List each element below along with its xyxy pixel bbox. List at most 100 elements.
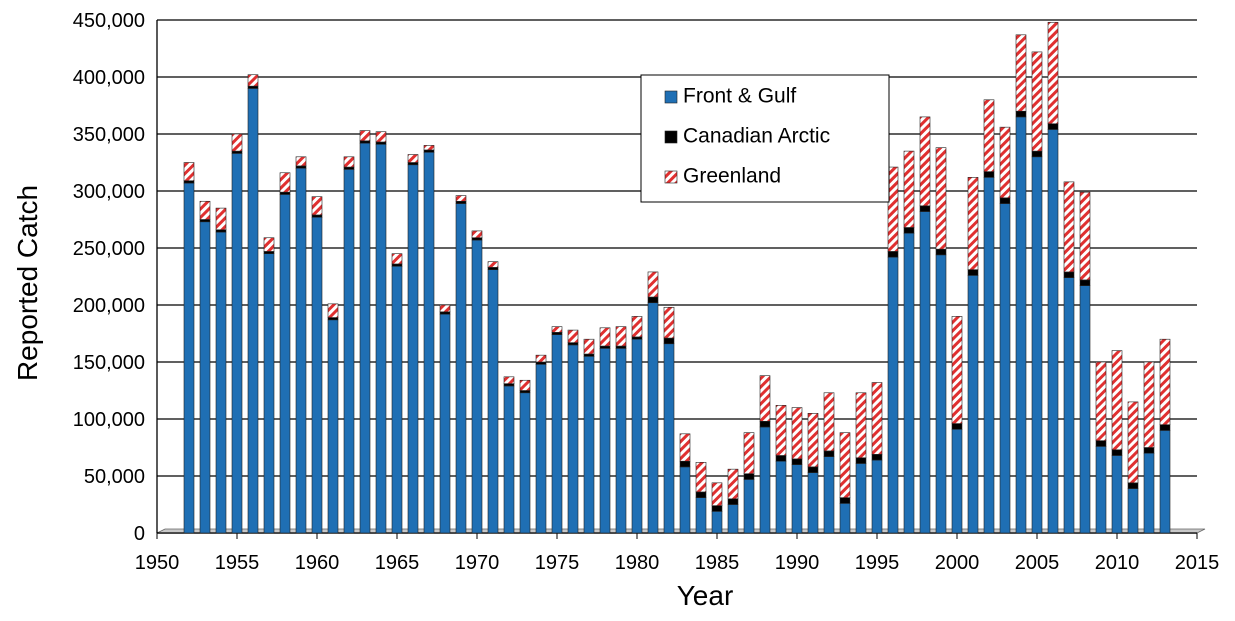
bar-segment <box>215 229 227 233</box>
y-tick-label: 150,000 <box>73 352 145 374</box>
bar-segment <box>711 482 723 506</box>
y-tick-label: 50,000 <box>84 466 145 488</box>
bar-segment <box>471 239 483 534</box>
bar-segment <box>679 466 691 534</box>
bar-segment <box>775 405 787 456</box>
bar-segment <box>663 306 675 339</box>
bar-segment <box>1159 424 1171 431</box>
bar-segment <box>503 385 515 534</box>
bar-segment <box>967 275 979 534</box>
bar-segment <box>919 116 931 207</box>
bar-segment <box>855 463 867 534</box>
bar-segment <box>407 154 419 163</box>
bar-segment <box>839 497 851 504</box>
bar-segment <box>359 140 371 144</box>
bar-segment <box>567 344 579 534</box>
bar-segment <box>599 348 611 534</box>
bar-segment <box>343 169 355 534</box>
bar-segment <box>215 231 227 534</box>
bar-segment <box>999 203 1011 534</box>
bar-segment <box>231 150 243 154</box>
bar-segment <box>423 145 435 151</box>
bar-segment <box>327 303 339 318</box>
bar-segment <box>983 171 995 178</box>
bar-segment <box>519 392 531 534</box>
bar-segment <box>1127 401 1139 484</box>
bar-segment <box>935 248 947 256</box>
x-tick-label: 1970 <box>455 552 500 574</box>
bar-segment <box>983 99 995 172</box>
x-tick-label: 2000 <box>935 552 980 574</box>
bar-segment <box>455 195 467 202</box>
legend-swatch <box>664 90 678 104</box>
bar-segment <box>583 355 595 534</box>
bar-segment <box>311 216 323 534</box>
bar-segment <box>375 141 387 145</box>
bar-segment <box>199 221 211 534</box>
bar-segment <box>487 267 499 270</box>
bar-segment <box>1079 191 1091 281</box>
bar-segment <box>503 376 515 384</box>
bar-segment <box>999 126 1011 199</box>
bar-segment <box>839 432 851 498</box>
bar-segment <box>743 473 755 480</box>
bar-segment <box>887 256 899 534</box>
bar-segment <box>567 342 579 346</box>
y-tick-label: 450,000 <box>73 10 145 32</box>
bar-segment <box>1063 277 1075 534</box>
bar-segment <box>375 143 387 534</box>
bar-segment <box>279 191 291 195</box>
bar-segment <box>711 511 723 534</box>
x-tick-label: 1995 <box>855 552 900 574</box>
bar-segment <box>727 504 739 534</box>
bar-segment <box>295 165 307 169</box>
bar-segment <box>919 211 931 534</box>
legend-swatch <box>664 170 678 184</box>
bar-segment <box>823 392 835 452</box>
bar-segment <box>919 205 931 212</box>
bar-segment <box>263 253 275 534</box>
bar-segment <box>1095 361 1107 441</box>
bar-segment <box>1159 430 1171 534</box>
bar-segment <box>1047 21 1059 125</box>
bar-segment <box>983 177 995 534</box>
y-tick-label: 200,000 <box>73 295 145 317</box>
bar-segment <box>967 177 979 270</box>
bar-segment <box>1031 51 1043 152</box>
bar-segment <box>247 88 259 534</box>
bar-segment <box>471 230 483 239</box>
legend-label: Greenland <box>683 165 781 188</box>
bar-segment <box>839 503 851 534</box>
bar-segment <box>263 237 275 252</box>
bar-segment <box>679 460 691 468</box>
bar-segment <box>455 203 467 534</box>
y-tick-label: 250,000 <box>73 238 145 260</box>
bar-segment <box>503 383 515 387</box>
bar-segment <box>439 304 451 313</box>
x-tick-label: 1965 <box>375 552 420 574</box>
bar-segment <box>951 316 963 424</box>
bar-segment <box>1111 350 1123 451</box>
bar-segment <box>823 456 835 534</box>
bar-segment <box>727 468 739 500</box>
bar-segment <box>487 261 499 268</box>
bar-segment <box>295 167 307 534</box>
bar-segment <box>743 479 755 534</box>
bar-segment <box>871 454 883 461</box>
bar-segment <box>1063 271 1075 278</box>
bar-segment <box>647 302 659 534</box>
bar-segment <box>327 317 339 321</box>
bar-segment <box>935 147 947 250</box>
bar-segment <box>1063 181 1075 273</box>
bar-segment <box>1079 279 1091 286</box>
bar-segment <box>423 151 435 534</box>
y-tick-label: 350,000 <box>73 124 145 146</box>
bar-segment <box>279 172 291 193</box>
y-axis-title: Reported Catch <box>12 185 43 381</box>
bar-segment <box>807 472 819 534</box>
x-tick-label: 1960 <box>295 552 340 574</box>
bar-segment <box>439 311 451 315</box>
bar-segment <box>375 131 387 143</box>
bar-segment <box>967 269 979 276</box>
bar-segment <box>311 214 323 218</box>
